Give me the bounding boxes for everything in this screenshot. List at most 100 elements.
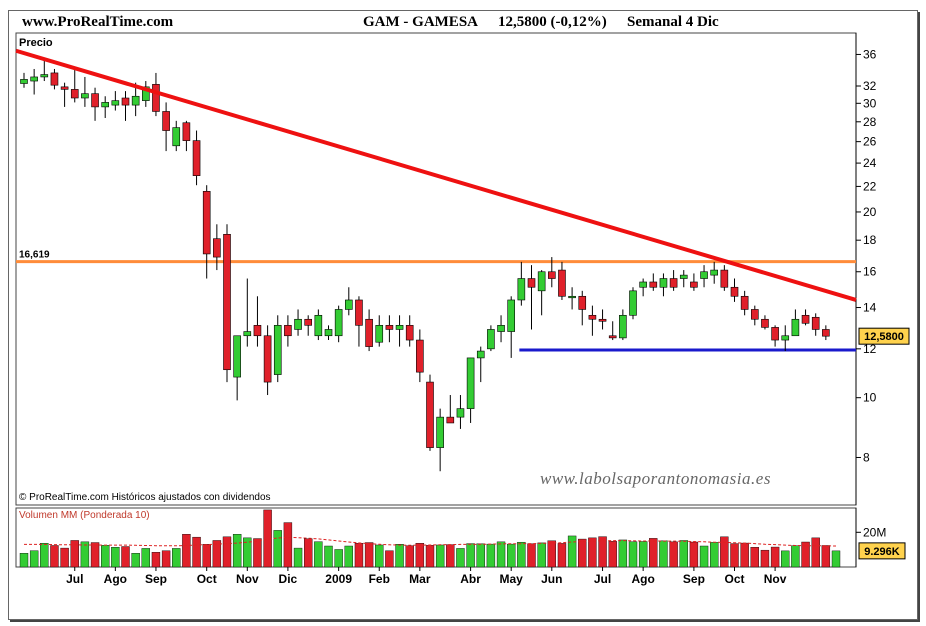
candle-body [314,314,323,337]
volume-bar [699,545,709,568]
x-tick-label: Ago [104,572,127,586]
x-tick-label: Mar [409,572,431,586]
volume-bar [831,550,841,568]
volume-bar [222,536,232,568]
candle-body [91,93,99,108]
volume-bar [90,542,100,568]
candle-body [639,281,647,288]
volume-bar [273,530,282,568]
candle-body [263,335,272,383]
candle-body [223,233,231,371]
y-tick-label: 24 [863,156,877,170]
y-tick-label: 26 [863,135,877,149]
y-tick-label: 28 [863,115,877,129]
candle-body [273,325,282,375]
volume-bar [253,538,262,568]
candle-body [405,325,414,341]
candle-body [730,286,739,297]
candle-body [578,295,587,310]
candle-body [142,86,150,101]
volume-bar [628,541,638,568]
volume-bar [354,543,364,568]
candle-body [568,295,576,299]
candle-body [527,278,536,288]
candle-body [385,325,394,330]
volume-bar [131,553,140,568]
volume-bar [588,537,597,568]
candle-body [416,339,424,373]
candle-body [649,281,658,288]
volume-bar [395,544,404,568]
volume-bar [202,544,211,568]
candle-body [750,309,759,320]
volume-bar [40,543,49,568]
volume-bar [669,541,678,568]
volume-bar [425,545,435,568]
volume-bar [415,543,425,568]
volume-bar [263,509,272,568]
candle-body [547,271,556,279]
volume-bar [781,550,790,568]
site-title: www.ProRealTime.com [22,14,174,30]
volume-bar [334,549,343,568]
candle-body [162,111,170,131]
volume-bar [527,543,536,568]
volume-bar [172,548,181,568]
x-tick-label: Abr [460,572,481,586]
price-label: Precio [19,37,53,49]
y-tick-label: 8 [863,450,870,464]
volume-bar [212,540,222,568]
watermark: www.labolsaporantonomasia.es [540,469,771,488]
x-tick-label: Jul [66,572,83,586]
candle-body [395,325,404,330]
candle-body [213,238,221,258]
x-tick-label: Oct [724,572,744,586]
candle-body [679,274,688,279]
candle-body [507,299,516,332]
last-price-tag [858,327,910,345]
candle-body [801,314,810,324]
volume-bar [567,535,577,568]
candle-body [365,318,373,347]
volume-bar [710,542,719,568]
candle-body [710,269,719,276]
volume-average-line [24,536,837,547]
volume-bar [760,549,770,568]
volume-bar [466,543,475,568]
volume-bar [740,542,749,568]
candle-body [172,127,181,147]
candle-body [426,381,434,448]
candle-body [334,309,343,337]
candle-body [304,318,313,326]
candle-body [233,335,241,378]
volume-bar [29,550,39,568]
volume-bar [750,547,759,568]
candle-body [111,100,120,106]
volume-bar [649,538,658,568]
candle-body [669,278,678,288]
volume-bar [324,545,333,568]
candle-body [30,76,38,82]
volume-bar [638,541,648,568]
data-footer: © ProRealTime.com Históricos ajustados c… [19,492,271,503]
volume-bar [70,540,79,568]
x-tick-label: Nov [764,572,787,586]
volume-tick-label: 20M [863,525,886,539]
candle-body [700,271,708,279]
candle-body [182,122,191,141]
candle-body [811,316,820,330]
y-tick-label: 10 [863,391,877,405]
period-label: Semanal 4 Dic [627,14,719,30]
candle-body [608,335,617,339]
volume-bar [19,553,29,568]
volume-bar [689,541,699,568]
volume-label: Volumen MM (Ponderada 10) [19,510,150,521]
y-tick-label: 32 [863,79,877,93]
last-price-label: 12,5800 [864,331,904,343]
candle-body [740,295,749,310]
volume-bar [385,550,394,568]
candle-body [192,140,201,176]
volume-bar [801,541,810,568]
candle-body [324,329,333,337]
volume-bar [598,536,607,568]
